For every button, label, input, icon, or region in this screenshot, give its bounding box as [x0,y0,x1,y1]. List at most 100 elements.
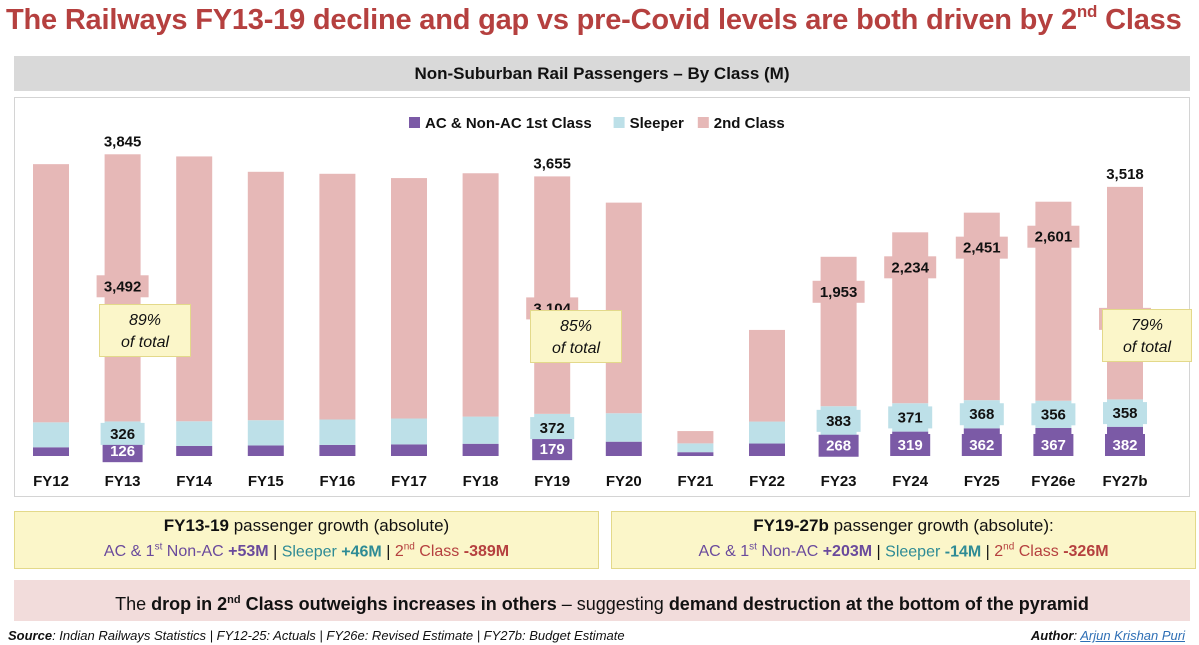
bar-segment [605,441,642,456]
data-label-sleeper: 383 [826,413,851,430]
data-label-ac: 382 [1112,437,1137,454]
bar-segment [749,329,785,422]
legend-swatch [409,117,420,128]
page-title: The Railways FY13-19 decline and gap vs … [6,2,1182,36]
share-callout-pct: 79% [1130,317,1164,334]
x-tick-label: FY25 [964,473,1000,490]
x-tick-label: FY24 [892,473,929,490]
bar-segment [176,421,213,446]
bar-segment [176,156,213,422]
share-callout-text: of total [120,334,170,351]
data-label-sleeper: 368 [969,406,994,423]
x-tick-label: FY19 [534,473,570,490]
total-label: 3,845 [104,133,142,150]
data-label-bg [1103,402,1147,425]
bar-segment [749,443,785,456]
x-tick-label: FY18 [463,473,499,490]
data-label-bg [102,440,143,463]
data-label-bg [884,256,937,279]
data-label-bg [959,403,1004,426]
x-tick-label: FY20 [606,473,642,490]
ac-growth: AC & 1st Non-AC +53M [103,542,269,561]
data-label-second: 2,234 [891,259,929,276]
data-label-bg [530,417,575,440]
growth-box-fy13-19: FY13-19 passenger growth (absolute) AC &… [14,511,599,569]
data-label-bg [816,409,861,432]
sleeper-growth: Sleeper -14M [885,543,982,561]
author-note: Author: Arjun Krishan Puri [1030,628,1185,643]
bar-segment [677,443,714,453]
data-label-ac: 319 [898,437,923,454]
data-label-sleeper: 371 [898,409,923,426]
data-label-bg [100,422,145,445]
data-label-bg [96,275,149,298]
x-tick-label: FY22 [749,473,785,490]
data-label-second: 3,492 [104,278,142,295]
bar-segment [605,413,642,442]
bar-segment [391,178,427,419]
second-class-growth: 2nd Class -326M [994,542,1109,561]
sleeper-growth: Sleeper +46M [281,543,382,561]
x-tick-label: FY13 [105,473,141,490]
author-link[interactable]: Arjun Krishan Puri [1080,628,1185,643]
x-tick-label: FY26e [1031,473,1075,490]
bar-segment [247,420,284,446]
x-tick-label: FY23 [821,473,857,490]
growth-box-title: FY13-19 [163,516,229,535]
data-label-ac: 179 [540,441,565,458]
data-label-bg [1033,434,1074,456]
bar-segment [319,173,356,420]
x-tick-label: FY21 [677,473,713,490]
bar-segment [33,447,69,456]
ac-growth: AC & 1st Non-AC +203M [698,542,873,561]
data-label-bg [888,406,933,429]
x-tick-label: FY12 [33,473,69,490]
legend-swatch [697,117,709,128]
share-callout-fy19: 85% of total [530,310,622,363]
data-label-bg [1027,225,1080,248]
chart-frame: FY12 FY13 126 326 3,492 3,845 FY14 FY15 FY16 FY17… [14,97,1192,497]
data-label-second: 2,451 [963,240,1001,257]
data-label-bg [818,434,859,457]
bar-segment [33,422,69,448]
bar-segment [749,421,785,444]
data-label-bg [532,438,573,461]
total-label: 3,518 [1106,166,1144,183]
data-label-ac: 367 [1041,437,1066,454]
bar-segment [820,256,857,407]
share-callout-text: of total [1122,339,1172,356]
bar-segment [534,176,571,414]
share-callout-pct: 85% [559,318,593,335]
data-label-bg [1105,434,1145,456]
source-note: Source: Indian Railways Statistics | FY1… [8,628,625,643]
x-tick-label: FY16 [319,473,355,490]
share-callout-fy13: 89% of total [99,304,191,357]
legend-label: AC & Non-AC 1st Class [425,115,592,132]
bar-segment [1107,186,1143,400]
bar-segment [462,173,499,417]
bar-segment [319,419,356,445]
total-label: 3,655 [533,155,571,172]
data-label-ac: 126 [110,443,135,460]
x-tick-label: FY14 [176,473,213,490]
conclusion-banner: The drop in 2nd Class outweighs increase… [14,580,1190,621]
bar-segment [605,202,642,414]
bar-segment [33,164,69,423]
bar-segment [391,444,427,456]
share-callout-fy27b: 79% of total [1102,309,1192,362]
growth-box-fy19-27b: FY19-27b passenger growth (absolute): AC… [611,511,1196,569]
share-callout-text: of total [551,340,601,357]
legend-label: 2nd Class [714,115,785,132]
data-label-ac: 268 [826,438,851,455]
bar-segment [462,416,499,444]
bar-segment [247,171,284,421]
growth-box-title: FY19-27b [753,516,829,535]
data-label-second: 1,953 [820,284,858,301]
second-class-growth: 2nd Class -389M [394,542,510,561]
data-label-sleeper: 358 [1112,405,1137,422]
bar-segment [462,443,499,456]
data-label-ac: 362 [969,437,994,454]
data-label-sleeper: 372 [540,420,565,437]
chart-subtitle: Non-Suburban Rail Passengers – By Class … [14,56,1190,91]
